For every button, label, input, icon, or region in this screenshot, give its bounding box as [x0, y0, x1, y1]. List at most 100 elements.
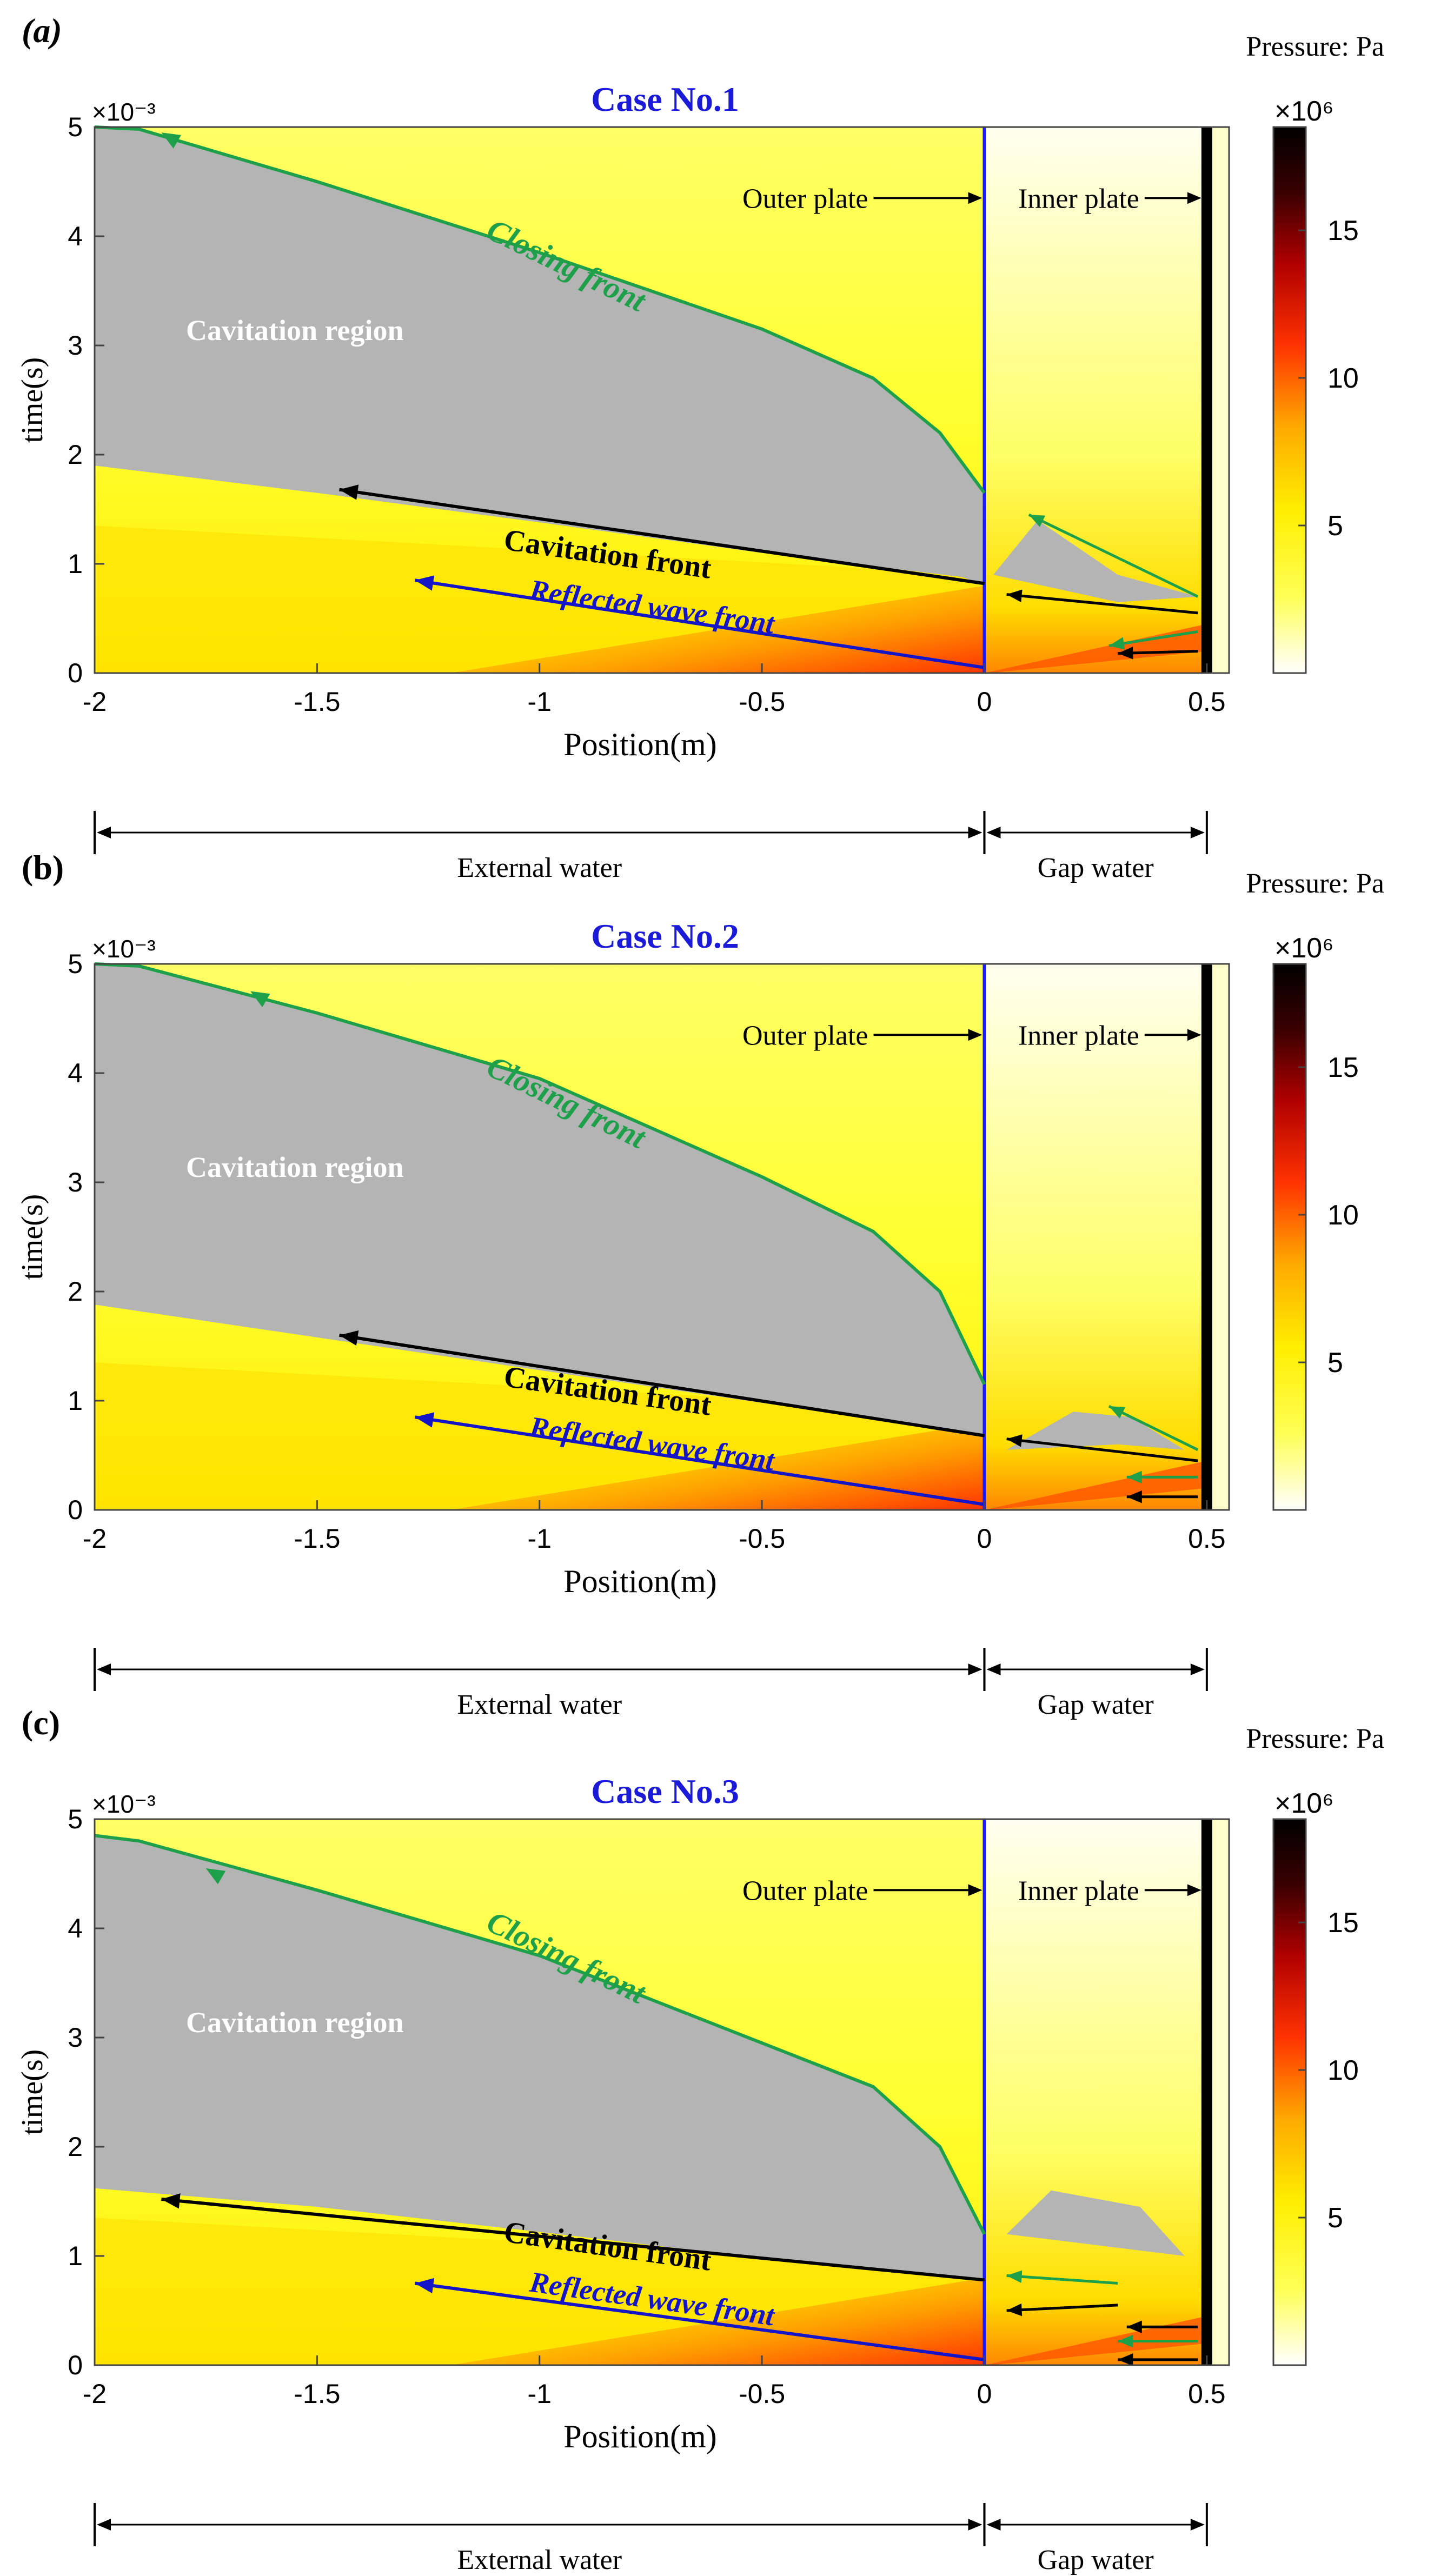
cavitation-region	[95, 127, 985, 586]
cavitation-region-label: Cavitation region	[186, 1151, 404, 1183]
external-water-bracket-arrow-left	[97, 2519, 111, 2531]
x-tick-label: 0.5	[1188, 1523, 1226, 1554]
x-tick-label: -1.5	[294, 687, 340, 717]
gap-hot-wedge	[984, 624, 1207, 673]
colorbar-tick-label: 5	[1327, 510, 1343, 542]
plot-frame	[94, 1818, 1230, 2366]
closing-front-arrowhead	[250, 991, 270, 1007]
gap-black-arrowhead	[1006, 1434, 1023, 1447]
x-tick-label: -2	[83, 1523, 107, 1554]
chart-title: Case No.2	[591, 917, 739, 955]
external-water-bracket-label: External water	[457, 853, 622, 883]
y-tick-label: 1	[68, 1386, 83, 1416]
gap-green-arrow-line	[1006, 2274, 1118, 2285]
y-tick-label: 3	[68, 330, 83, 361]
colorbar-unit: Pressure: Pa	[1246, 868, 1384, 899]
gap-black-arrowhead	[1126, 1490, 1142, 1503]
gap-green-arrowhead	[1028, 515, 1046, 527]
gap-cavity	[1006, 2190, 1185, 2256]
closing-front-line	[94, 962, 986, 1385]
gap-water-bracket-arrow-right	[1190, 1663, 1205, 1675]
colorbar-exponent: ×10⁶	[1274, 96, 1334, 127]
panel-label: (a)	[22, 11, 62, 50]
plot-frame	[94, 126, 1230, 674]
cavitation-front-arrowhead	[339, 1330, 359, 1346]
reflected-front-line	[414, 578, 985, 669]
outer-plate-arrowhead	[968, 1029, 982, 1041]
x-tick-label: -1	[528, 2379, 552, 2409]
y-tick-label: 4	[68, 1913, 83, 1943]
reflected-front-arrowhead	[415, 2278, 434, 2294]
inner-plate-label: Inner plate	[1018, 1875, 1139, 1906]
reflected-front-arrowhead	[415, 575, 435, 591]
y-tick-label: 5	[68, 949, 83, 979]
inner-plate-line	[1201, 964, 1212, 1510]
gap-green-arrowhead	[1126, 1470, 1142, 1484]
x-tick-label: 0.5	[1188, 2379, 1226, 2409]
gap-black-arrowhead	[1006, 589, 1023, 602]
y-tick-label: 2	[68, 1276, 83, 1307]
gap-black-arrowhead	[1126, 2320, 1142, 2334]
y-tick-label: 1	[68, 549, 83, 579]
x-tick-label: -1	[528, 687, 552, 717]
outer-plate-label: Outer plate	[742, 1020, 868, 1051]
x-tick-label: -1.5	[294, 2379, 340, 2409]
gap-water-bracket-label: Gap water	[1038, 1689, 1154, 1720]
external-water-bracket-arrow-right	[968, 827, 982, 838]
panel-label: (b)	[22, 848, 64, 887]
cavitation-front-line	[339, 1333, 985, 1437]
outer-plate-arrowhead	[968, 1884, 982, 1896]
gap-water-bracket-arrow-right	[1190, 2519, 1205, 2531]
panel-1: (a) Case No.1 Pressure: Pa Cavitation regio…	[16, 11, 1384, 883]
external-water-bracket-arrow-right	[968, 2519, 982, 2531]
cavitation-region-label: Cavitation region	[186, 2006, 404, 2039]
y-exponent: ×10⁻³	[92, 1790, 156, 1818]
gap-water-bracket-label: Gap water	[1038, 2545, 1154, 2575]
x-tick-label: -0.5	[739, 2379, 785, 2409]
y-tick-label: 0	[68, 1495, 83, 1525]
colorbar-exponent: ×10⁶	[1274, 933, 1334, 964]
external-water-bracket-label: External water	[457, 2545, 622, 2575]
y-tick-label: 1	[68, 2241, 83, 2271]
chart-title: Case No.1	[591, 80, 739, 118]
y-tick-label: 2	[68, 440, 83, 470]
panel-2: (b) Case No.2 Pressure: Pa Cavitation regio…	[16, 848, 1384, 1720]
colorbar-unit: Pressure: Pa	[1246, 31, 1384, 62]
y-tick-label: 2	[68, 2132, 83, 2162]
colorbar-tick-label: 15	[1327, 1052, 1359, 1083]
x-tick-label: -1.5	[294, 1523, 340, 1554]
colorbar-tick-label: 15	[1327, 1907, 1359, 1939]
gap-black-arrow-line	[1006, 593, 1198, 615]
inner-plate-arrowhead	[1187, 192, 1201, 204]
x-axis-label: Position(m)	[563, 727, 716, 762]
chart-title: Case No.3	[591, 1772, 739, 1810]
colorbar-tick-label: 5	[1327, 1347, 1343, 1379]
y-exponent: ×10⁻³	[92, 98, 156, 126]
gap-water-bracket-arrow-right	[1190, 827, 1205, 838]
x-tick-label: -0.5	[739, 687, 785, 717]
panel-label: (c)	[22, 1703, 60, 1742]
y-exponent: ×10⁻³	[92, 935, 156, 963]
cavitation-front-arrowhead	[161, 2193, 181, 2209]
gap-water-bracket-arrow-left	[986, 2519, 1001, 2531]
y-tick-label: 3	[68, 2022, 83, 2053]
x-tick-label: 0	[977, 1523, 992, 1554]
y-tick-label: 5	[68, 112, 83, 142]
colorbar-unit: Pressure: Pa	[1246, 1723, 1384, 1754]
outer-plate-arrowhead	[968, 192, 982, 204]
colorbar-exponent: ×10⁶	[1274, 1788, 1334, 1819]
external-water-bracket-label: External water	[457, 1689, 622, 1720]
reflected-front-arrowhead	[415, 1412, 435, 1428]
x-tick-label: -1	[528, 1523, 552, 1554]
colorbar-tick-label: 10	[1327, 1200, 1359, 1231]
panels: (a) Case No.1 Pressure: Pa Cavitation regio…	[16, 11, 1384, 2575]
gap-green-arrowhead	[1006, 2270, 1023, 2284]
gap-black-arrowhead	[1006, 2303, 1023, 2317]
gap-black-arrowhead	[1118, 647, 1133, 660]
external-water-bracket-arrow-right	[968, 1663, 982, 1675]
x-tick-label: 0.5	[1188, 687, 1226, 717]
reflected-front-line	[414, 2281, 985, 2361]
y-tick-label: 4	[68, 221, 83, 251]
closing-front-arrowhead	[161, 132, 181, 149]
